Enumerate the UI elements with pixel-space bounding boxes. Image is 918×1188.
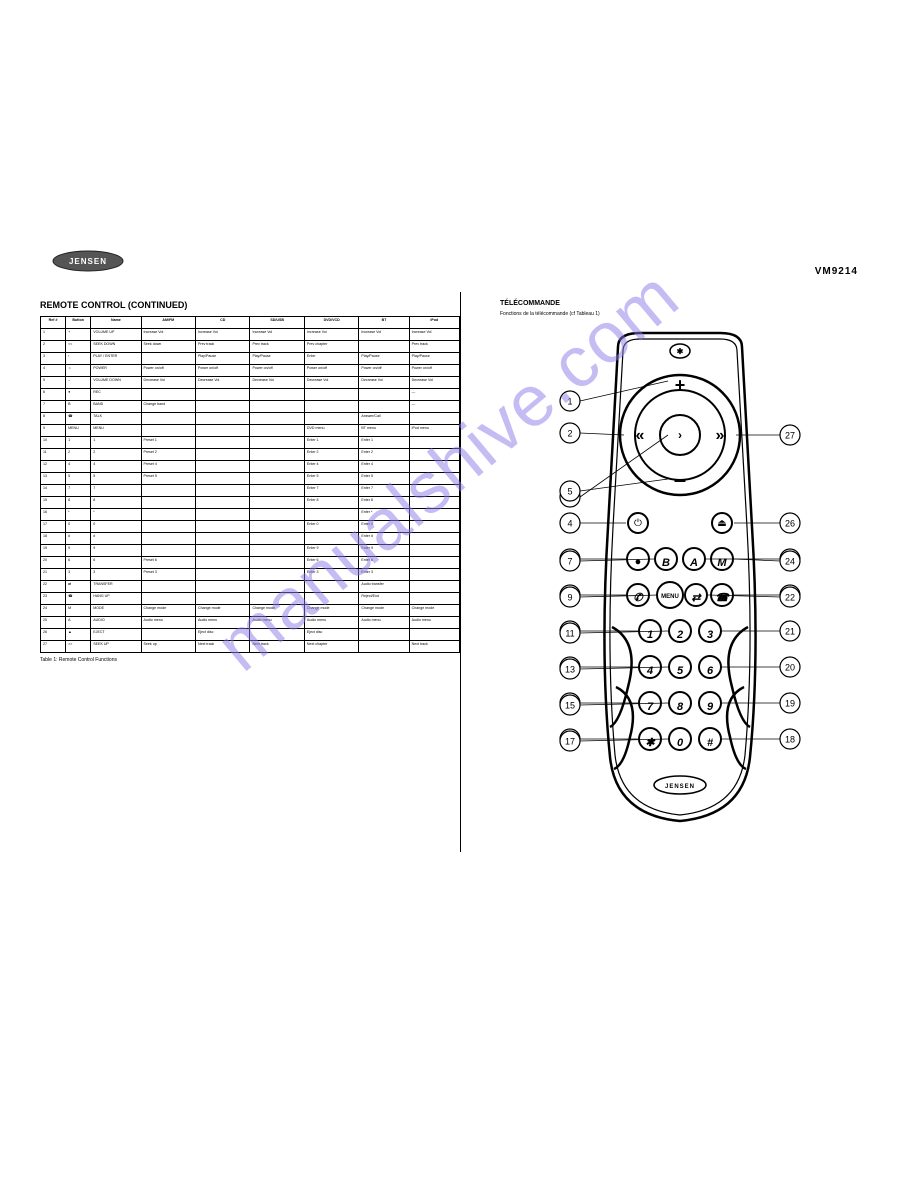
table-row: 9MENUMENUDVD menuBT menuiPod menu: [41, 425, 460, 437]
svg-text:⏏: ⏏: [717, 518, 726, 529]
table-header: Button: [66, 317, 91, 329]
svg-text:4: 4: [646, 665, 653, 677]
table-row: 1588Enter 8Enter 8: [41, 497, 460, 509]
svg-text:19: 19: [785, 698, 795, 708]
table-row: 2066Preset 6Enter 6Enter 6: [41, 557, 460, 569]
table-row: 1999Enter 9Enter 9: [41, 545, 460, 557]
svg-text:5: 5: [677, 665, 684, 677]
table-header: BT: [359, 317, 409, 329]
vol-up-icon: +: [675, 375, 686, 395]
table-caption: Table 1: Remote Control Functions: [40, 657, 460, 663]
svg-text:B: B: [662, 557, 670, 569]
table-row: 8☎TALKAnswer/Call: [41, 413, 460, 425]
svg-text:⏻: ⏻: [634, 518, 642, 529]
table-row: 4☼POWERPower on/offPower on/offPower on/…: [41, 365, 460, 377]
svg-text:20: 20: [785, 662, 795, 672]
brand-logo-text: JENSEN: [69, 257, 107, 266]
table-row: 1+VOLUME UPIncrease VolIncrease VolIncre…: [41, 329, 460, 341]
svg-text:18: 18: [785, 734, 795, 744]
brand-logo: JENSEN: [52, 250, 124, 272]
table-row: 1122Preset 2Enter 2Enter 2: [41, 449, 460, 461]
svg-text:6: 6: [707, 665, 714, 677]
svg-text:27: 27: [785, 430, 795, 440]
seek-left-icon: «: [636, 427, 645, 444]
svg-text:7: 7: [647, 701, 654, 713]
table-header: iPod: [409, 317, 459, 329]
svg-text:☎: ☎: [715, 592, 730, 604]
remote-diagram: ✱ + – « » › ⏻ ⏏: [500, 327, 860, 847]
svg-text:3: 3: [707, 629, 713, 641]
svg-text:1: 1: [567, 396, 572, 406]
table-header: Name: [91, 317, 141, 329]
column-divider: [460, 292, 461, 852]
table-row: 26▲EJECTEject discEject disc: [41, 629, 460, 641]
table-row: 2133Preset 3Enter 3Enter 3: [41, 569, 460, 581]
seek-right-icon: »: [716, 427, 725, 444]
right-column: TÉLÉCOMMANDE Fonctions de la télécommand…: [500, 300, 880, 847]
svg-text:13: 13: [565, 664, 575, 674]
right-heading: TÉLÉCOMMANDE: [500, 300, 880, 307]
product-model: VM9214: [815, 266, 858, 277]
table-header: CD: [195, 317, 249, 329]
table-row: 24MMODEChange modeChange modeChange mode…: [41, 605, 460, 617]
table-header: Ref #: [41, 317, 66, 329]
function-table: Ref #ButtonNameAM/FMCDSD/USBDVD/VCDBTiPo…: [40, 316, 460, 653]
svg-text:#: #: [707, 737, 714, 749]
table-row: 2<<SEEK DOWNSeek downPrev trackPrev trac…: [41, 341, 460, 353]
svg-text:9: 9: [567, 592, 572, 602]
svg-text:MENU: MENU: [661, 594, 679, 600]
table-row: 6●REC—: [41, 389, 460, 401]
table-row: 16**Enter *: [41, 509, 460, 521]
svg-text:1: 1: [647, 629, 653, 641]
table-row: 1477Enter 7Enter 7: [41, 485, 460, 497]
table-row: 18##Enter #: [41, 533, 460, 545]
table-row: 5–VOLUME DOWNDecrease VolDecrease VolDec…: [41, 377, 460, 389]
table-row: 7BBANDChange band—: [41, 401, 460, 413]
svg-text:4: 4: [567, 518, 572, 528]
table-row: 25AAUDIOAudio menuAudio menuAudio menuAu…: [41, 617, 460, 629]
svg-text:✱: ✱: [677, 347, 684, 356]
table-row: 22⇄TRANSFERAudio transfer: [41, 581, 460, 593]
svg-text:15: 15: [565, 700, 575, 710]
table-row: 1700Enter 0Enter 0: [41, 521, 460, 533]
svg-text:21: 21: [785, 626, 795, 636]
right-subheading: Fonctions de la télécommande (cf Tableau…: [500, 311, 880, 317]
table-row: 1355Preset 5Enter 5Enter 5: [41, 473, 460, 485]
svg-text:22: 22: [785, 592, 795, 602]
svg-text:2: 2: [567, 428, 572, 438]
table-row: 23☎HANG UPReject/End: [41, 593, 460, 605]
table-header: DVD/VCD: [304, 317, 358, 329]
vol-down-icon: –: [674, 467, 686, 492]
left-heading: REMOTE CONTROL (CONTINUED): [40, 300, 460, 310]
enter-icon: ›: [678, 428, 682, 442]
svg-text:26: 26: [785, 518, 795, 528]
svg-text:A: A: [689, 557, 698, 569]
svg-text:8: 8: [677, 701, 684, 713]
table-row: 3›PLAY / ENTERPlay/PausePlay/PauseEnterP…: [41, 353, 460, 365]
remote-body: ✱ + – « » › ⏻ ⏏: [604, 333, 755, 821]
table-row: 1244Preset 4Enter 4Enter 4: [41, 461, 460, 473]
table-row: 1011Preset 1Enter 1Enter 1: [41, 437, 460, 449]
svg-text:24: 24: [785, 556, 795, 566]
left-column: REMOTE CONTROL (CONTINUED) Ref #ButtonNa…: [40, 300, 460, 663]
remote-brand: JENSEN: [665, 784, 695, 790]
svg-text:17: 17: [565, 736, 575, 746]
svg-text:0: 0: [677, 737, 684, 749]
svg-text:9: 9: [707, 701, 714, 713]
table-row: 27>>SEEK UPSeek upNext trackNext trackNe…: [41, 641, 460, 653]
table-header: SD/USB: [250, 317, 304, 329]
table-header: AM/FM: [141, 317, 195, 329]
svg-text:2: 2: [676, 629, 683, 641]
svg-text:5: 5: [567, 486, 572, 496]
svg-text:●: ●: [635, 556, 642, 568]
svg-text:7: 7: [567, 556, 572, 566]
svg-text:11: 11: [565, 628, 574, 638]
